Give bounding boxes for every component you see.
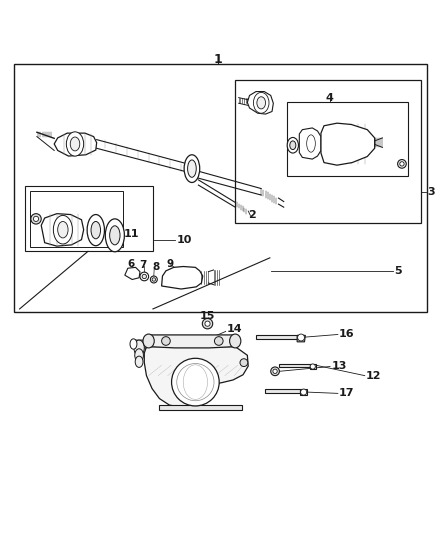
Ellipse shape: [254, 92, 269, 113]
Text: 2: 2: [248, 211, 255, 221]
Ellipse shape: [53, 215, 72, 244]
Circle shape: [271, 367, 279, 376]
Circle shape: [215, 337, 223, 345]
Text: 6: 6: [127, 259, 135, 269]
Bar: [29, 191, 123, 247]
Polygon shape: [41, 214, 84, 246]
Ellipse shape: [287, 138, 298, 153]
Circle shape: [240, 359, 248, 367]
Ellipse shape: [110, 226, 120, 245]
Circle shape: [297, 334, 304, 341]
Text: 8: 8: [152, 262, 159, 271]
Bar: [25, 185, 153, 252]
Polygon shape: [125, 268, 140, 279]
Polygon shape: [247, 92, 273, 114]
Polygon shape: [310, 364, 316, 369]
Bar: [14, 64, 427, 312]
Ellipse shape: [58, 222, 68, 238]
Circle shape: [31, 214, 41, 224]
Ellipse shape: [130, 339, 137, 349]
Ellipse shape: [70, 137, 80, 151]
Text: 1: 1: [214, 53, 222, 66]
Circle shape: [172, 358, 219, 406]
Circle shape: [398, 159, 406, 168]
Ellipse shape: [87, 215, 104, 246]
Polygon shape: [321, 123, 374, 165]
Text: 16: 16: [339, 329, 355, 338]
Ellipse shape: [184, 155, 200, 182]
Text: 13: 13: [332, 361, 347, 370]
Ellipse shape: [91, 222, 101, 239]
Ellipse shape: [66, 132, 84, 156]
Ellipse shape: [143, 334, 154, 348]
Polygon shape: [20, 215, 270, 309]
Polygon shape: [162, 266, 203, 289]
Text: 11: 11: [124, 229, 139, 239]
Bar: [20, 215, 270, 309]
Ellipse shape: [230, 334, 241, 348]
Bar: [159, 405, 242, 410]
Circle shape: [150, 276, 157, 283]
Circle shape: [177, 364, 214, 401]
Ellipse shape: [290, 141, 296, 150]
Bar: [287, 102, 409, 175]
Polygon shape: [144, 346, 248, 407]
Text: 15: 15: [200, 311, 215, 321]
Bar: [235, 80, 421, 223]
Polygon shape: [300, 390, 307, 395]
Text: 9: 9: [167, 259, 174, 269]
Bar: [256, 335, 297, 339]
Text: 14: 14: [226, 324, 242, 334]
Text: 3: 3: [427, 187, 435, 197]
Text: 4: 4: [326, 93, 334, 103]
Polygon shape: [131, 340, 148, 348]
Text: 17: 17: [339, 389, 355, 398]
Circle shape: [142, 274, 146, 279]
Circle shape: [140, 272, 148, 281]
Ellipse shape: [135, 356, 143, 367]
Ellipse shape: [307, 135, 315, 152]
Circle shape: [202, 318, 213, 329]
Ellipse shape: [134, 340, 144, 356]
Polygon shape: [299, 128, 321, 159]
Circle shape: [400, 161, 404, 166]
Circle shape: [273, 369, 277, 374]
Polygon shape: [145, 335, 237, 348]
Polygon shape: [54, 133, 97, 156]
Circle shape: [300, 389, 307, 395]
Text: 7: 7: [140, 260, 147, 270]
Circle shape: [205, 321, 210, 326]
Ellipse shape: [257, 97, 265, 109]
Ellipse shape: [105, 219, 124, 252]
Circle shape: [152, 278, 155, 281]
Bar: [265, 390, 300, 393]
Text: 12: 12: [366, 370, 381, 381]
Bar: [279, 364, 310, 367]
Circle shape: [310, 364, 315, 369]
Ellipse shape: [187, 160, 196, 177]
Ellipse shape: [135, 349, 143, 362]
Text: 5: 5: [395, 266, 402, 276]
Polygon shape: [297, 335, 305, 342]
Circle shape: [162, 337, 170, 345]
Text: 10: 10: [177, 235, 192, 245]
Circle shape: [33, 216, 39, 222]
Ellipse shape: [183, 365, 208, 399]
